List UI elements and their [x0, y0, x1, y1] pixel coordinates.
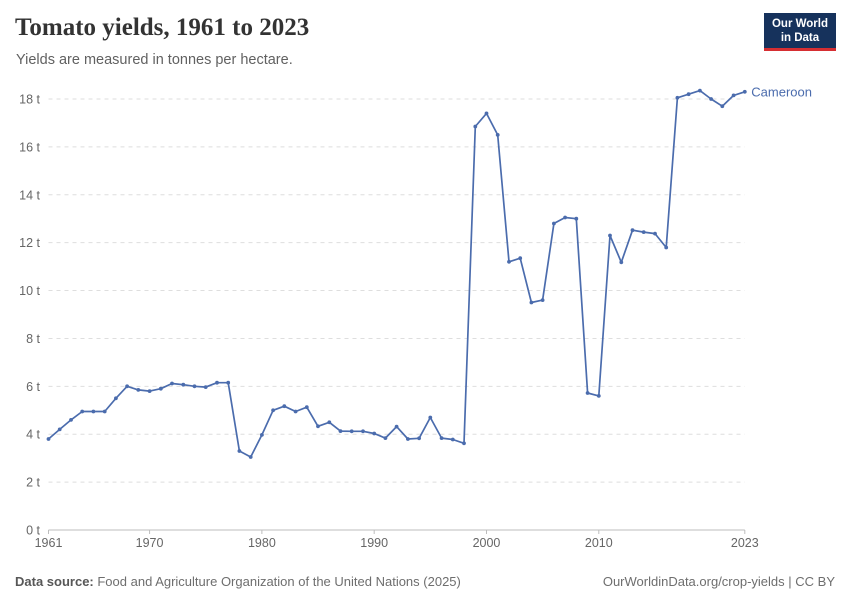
owid-logo[interactable]: Our World in Data: [763, 13, 836, 51]
chart-footer: Data source: Food and Agriculture Organi…: [15, 574, 835, 589]
data-point-1987[interactable]: [338, 429, 343, 433]
data-point-2011[interactable]: [608, 233, 612, 238]
data-point-1962[interactable]: [57, 427, 62, 432]
y-axis-label-14: 14 t: [19, 188, 40, 202]
data-point-1997[interactable]: [450, 437, 455, 442]
data-point-1999[interactable]: [473, 124, 478, 129]
series-label-cameroon[interactable]: Cameroon: [751, 84, 812, 99]
data-point-1992[interactable]: [394, 424, 399, 429]
data-point-1990[interactable]: [372, 431, 377, 436]
data-source-text: Food and Agriculture Organization of the…: [93, 574, 461, 589]
data-point-2009[interactable]: [585, 391, 590, 395]
data-point-2000[interactable]: [484, 111, 489, 116]
data-point-1968[interactable]: [125, 384, 129, 389]
data-point-1966[interactable]: [102, 409, 107, 414]
chart-subtitle: Yields are measured in tonnes per hectar…: [16, 52, 293, 68]
data-point-2017[interactable]: [675, 95, 680, 100]
x-axis-label-2023: 2023: [731, 536, 759, 550]
data-point-1982[interactable]: [282, 404, 287, 409]
data-point-1967[interactable]: [114, 396, 118, 401]
data-point-1989[interactable]: [361, 429, 365, 434]
x-axis-label-2000: 2000: [473, 536, 501, 550]
data-point-2006[interactable]: [552, 221, 556, 226]
y-axis-label-18: 18 t: [19, 93, 40, 107]
owid-logo-line2: in Data: [780, 32, 820, 44]
data-point-1991[interactable]: [383, 436, 388, 440]
credit-link[interactable]: OurWorldinData.org/crop-yields | CC BY: [602, 574, 835, 589]
data-point-1973[interactable]: [181, 382, 186, 387]
x-axis-label-1970: 1970: [136, 536, 164, 550]
data-source: Data source: Food and Agriculture Organi…: [15, 574, 461, 589]
data-point-1988[interactable]: [349, 429, 354, 434]
data-point-1996[interactable]: [439, 436, 444, 440]
data-point-2008[interactable]: [574, 216, 579, 221]
data-point-1977[interactable]: [226, 380, 231, 385]
x-axis-label-1990: 1990: [360, 536, 388, 550]
data-point-2016[interactable]: [664, 245, 669, 250]
data-point-1983[interactable]: [293, 409, 298, 414]
line-chart: 0 t 2 t 4 t 6 t 8 t 10 t 12 t 14 t 16 t 18 t 1961 1…: [19, 84, 812, 550]
y-axis-label-4: 4 t: [26, 428, 40, 442]
y-axis-label-12: 12 t: [19, 236, 40, 250]
data-point-1975[interactable]: [203, 385, 208, 389]
data-point-2019[interactable]: [698, 88, 702, 93]
page-title: Tomato yields, 1961 to 2023: [15, 14, 310, 41]
data-point-1964[interactable]: [80, 409, 85, 414]
data-point-2023[interactable]: [742, 89, 747, 94]
data-point-1984[interactable]: [304, 405, 309, 410]
y-axis-label-10: 10 t: [19, 284, 40, 298]
data-point-1965[interactable]: [91, 409, 96, 414]
y-axis-label-8: 8 t: [26, 332, 40, 346]
data-point-2021[interactable]: [720, 104, 725, 109]
data-point-2018[interactable]: [686, 92, 691, 97]
data-point-1976[interactable]: [215, 380, 219, 385]
y-axis-label-16: 16 t: [19, 140, 40, 154]
data-point-1980[interactable]: [260, 433, 264, 437]
x-axis-label-1961: 1961: [35, 536, 63, 550]
data-point-1963[interactable]: [69, 418, 73, 422]
data-point-1998[interactable]: [462, 441, 466, 446]
data-point-2020[interactable]: [709, 97, 713, 101]
y-axis-label-0: 0 t: [26, 524, 40, 538]
y-axis-label-6: 6 t: [26, 380, 40, 394]
data-point-1993[interactable]: [406, 437, 410, 441]
x-axis-label-2010: 2010: [585, 536, 613, 550]
data-point-2014[interactable]: [641, 230, 646, 235]
data-point-2010[interactable]: [596, 394, 601, 398]
y-axis-label-2: 2 t: [26, 476, 40, 490]
x-axis-label-1980: 1980: [248, 536, 276, 550]
data-point-1978[interactable]: [237, 449, 242, 453]
data-source-label: Data source:: [15, 574, 94, 589]
data-point-1972[interactable]: [170, 381, 174, 386]
data-point-1969[interactable]: [136, 388, 141, 392]
data-point-1974[interactable]: [192, 384, 197, 389]
data-point-1985[interactable]: [316, 424, 320, 429]
data-point-2015[interactable]: [653, 231, 657, 236]
data-point-1970[interactable]: [147, 389, 152, 393]
data-point-2012[interactable]: [619, 260, 624, 265]
data-point-2002[interactable]: [507, 259, 511, 264]
data-point-1986[interactable]: [327, 420, 332, 425]
data-point-2013[interactable]: [630, 228, 635, 233]
data-point-2001[interactable]: [495, 133, 500, 137]
data-point-1981[interactable]: [271, 408, 275, 413]
data-point-2022[interactable]: [731, 93, 736, 98]
data-point-2005[interactable]: [540, 298, 545, 302]
series-line-cameroon[interactable]: [47, 89, 746, 458]
data-point-1995[interactable]: [428, 415, 433, 420]
data-point-1971[interactable]: [158, 386, 163, 391]
data-point-1994[interactable]: [417, 436, 421, 441]
data-point-1961[interactable]: [46, 437, 51, 441]
data-point-1979[interactable]: [248, 455, 253, 459]
owid-logo-line1: Our World: [771, 18, 828, 30]
data-point-2003[interactable]: [518, 256, 523, 261]
data-point-2004[interactable]: [529, 300, 534, 305]
data-point-2007[interactable]: [563, 215, 567, 220]
